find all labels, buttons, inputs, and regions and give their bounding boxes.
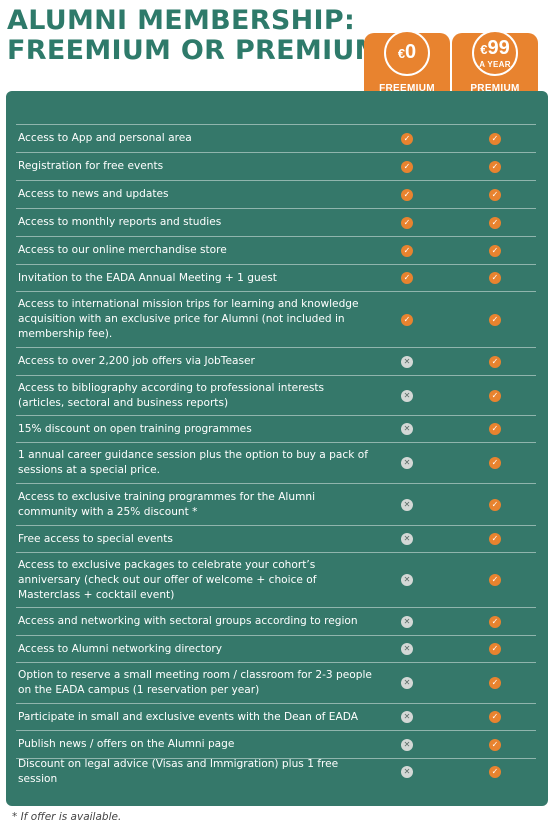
title-line-2: FREEMIUM OR PREMIUM (7, 35, 382, 66)
freemium-cross-icon: ✕ (401, 423, 413, 435)
freemium-cross-icon: ✕ (401, 355, 413, 368)
freemium-amount: 0 (405, 41, 417, 63)
feature-label: Access to monthly reports and studies (18, 216, 222, 228)
freemium-cross-icon: ✕ (401, 766, 413, 778)
freemium-cross-icon: ✕ (401, 677, 413, 689)
feature-label: Access to bibliography according to prof… (18, 381, 325, 409)
premium-check-icon: ✓ (489, 615, 501, 628)
feature-label: Access to news and updates (18, 188, 169, 200)
feature-row: Access to our online merchandise store ✓ ✓ (16, 236, 536, 264)
feature-row: Discount on legal advice (Visas and Immi… (16, 758, 536, 785)
freemium-check-icon: ✓ (401, 272, 413, 284)
premium-amount: 99 (487, 36, 510, 59)
feature-row: Option to reserve a small meeting room /… (16, 662, 536, 703)
feature-row: Participate in small and exclusive event… (16, 703, 536, 730)
freemium-cross-icon: ✕ (401, 533, 413, 545)
feature-label: 1 annual career guidance session plus th… (18, 449, 368, 476)
premium-check-icon: ✓ (489, 423, 501, 435)
title-line-1: ALUMNI MEMBERSHIP: (7, 5, 356, 36)
feature-row: Access to over 2,200 job offers via JobT… (16, 347, 536, 375)
feature-label: Option to reserve a small meeting room /… (18, 669, 372, 696)
premium-check-icon: ✓ (489, 738, 501, 751)
freemium-cross-icon: ✕ (401, 738, 413, 751)
feature-row: Registration for free events ✓ ✓ (16, 152, 536, 180)
footnote: * If offer is available. (12, 811, 122, 823)
freemium-check-icon: ✓ (401, 188, 413, 201)
feature-row: Access to exclusive training programmes … (16, 483, 536, 525)
feature-label: Access to Alumni networking directory (18, 642, 223, 655)
feature-label: Access to exclusive training programmes … (18, 490, 316, 518)
freemium-currency: € (397, 46, 406, 61)
premium-price-badge: €99 A YEAR (472, 30, 518, 76)
feature-label: Discount on legal advice (Visas and Immi… (18, 758, 339, 785)
page-title: ALUMNI MEMBERSHIP: FREEMIUM OR PREMIUM (7, 5, 382, 66)
freemium-cross-icon: ✕ (401, 498, 413, 511)
feature-label: Access to App and personal area (18, 132, 192, 144)
feature-row: Access to monthly reports and studies ✓ ✓ (16, 208, 536, 236)
freemium-cross-icon: ✕ (401, 615, 413, 628)
feature-row: Access to App and personal area ✓ ✓ (16, 124, 536, 152)
premium-check-icon: ✓ (489, 389, 501, 402)
freemium-check-icon: ✓ (401, 244, 413, 257)
premium-check-icon: ✓ (489, 272, 501, 284)
feature-label: Publish news / offers on the Alumni page (18, 738, 235, 750)
premium-check-icon: ✓ (489, 313, 501, 326)
features-table: Access to App and personal area ✓ ✓ Registr… (6, 91, 548, 806)
freemium-cross-icon: ✕ (401, 711, 413, 723)
feature-row: Invitation to the EADA Annual Meeting + … (16, 264, 536, 291)
feature-row: Access to international mission trips fo… (16, 291, 536, 347)
premium-currency: € (480, 41, 488, 57)
freemium-price-badge: €0 (384, 30, 430, 76)
premium-check-icon: ✓ (489, 216, 501, 229)
feature-row: Access to Alumni networking directory ✕ ✓ (16, 635, 536, 662)
premium-check-icon: ✓ (489, 457, 501, 469)
premium-check-icon: ✓ (489, 677, 501, 689)
feature-row: Access to exclusive packages to celebrat… (16, 552, 536, 607)
freemium-cross-icon: ✕ (401, 457, 413, 469)
feature-row: 15% discount on open training programmes… (16, 415, 536, 442)
premium-check-icon: ✓ (489, 188, 501, 201)
premium-period: A YEAR (479, 59, 511, 69)
premium-check-icon: ✓ (489, 244, 501, 257)
feature-row: Access to bibliography according to prof… (16, 375, 536, 415)
freemium-check-icon: ✓ (401, 216, 413, 229)
feature-row: Publish news / offers on the Alumni page… (16, 730, 536, 758)
premium-check-icon: ✓ (489, 132, 501, 145)
feature-row: Access to news and updates ✓ ✓ (16, 180, 536, 208)
premium-check-icon: ✓ (489, 160, 501, 173)
premium-check-icon: ✓ (489, 533, 501, 545)
feature-row: Free access to special events ✕ ✓ (16, 525, 536, 552)
feature-label: Participate in small and exclusive event… (18, 710, 358, 723)
feature-label: Registration for free events (18, 160, 164, 172)
feature-label: 15% discount on open training programmes (18, 422, 252, 435)
freemium-cross-icon: ✕ (401, 643, 413, 655)
premium-check-icon: ✓ (489, 766, 501, 778)
premium-check-icon: ✓ (489, 643, 501, 655)
premium-check-icon: ✓ (489, 574, 501, 586)
freemium-plan-name: FREEMIUM (379, 83, 435, 94)
feature-label: Access to international mission trips fo… (18, 298, 359, 340)
freemium-cross-icon: ✕ (401, 389, 413, 402)
freemium-cross-icon: ✕ (401, 574, 413, 586)
premium-plan-name: PREMIUM (470, 83, 520, 94)
premium-check-icon: ✓ (489, 498, 501, 511)
feature-label: Access to over 2,200 job offers via JobT… (18, 355, 255, 367)
feature-label: Access to exclusive packages to celebrat… (18, 558, 317, 601)
premium-check-icon: ✓ (489, 711, 501, 723)
feature-label: Access and networking with sectoral grou… (18, 615, 358, 627)
freemium-check-icon: ✓ (401, 132, 413, 145)
freemium-check-icon: ✓ (401, 313, 413, 326)
feature-row: 1 annual career guidance session plus th… (16, 442, 536, 483)
feature-label: Invitation to the EADA Annual Meeting + … (18, 271, 277, 284)
freemium-check-icon: ✓ (401, 160, 413, 173)
feature-row: Access and networking with sectoral grou… (16, 607, 536, 635)
feature-label: Free access to special events (18, 532, 173, 545)
feature-label: Access to our online merchandise store (18, 244, 227, 256)
premium-check-icon: ✓ (489, 355, 501, 368)
